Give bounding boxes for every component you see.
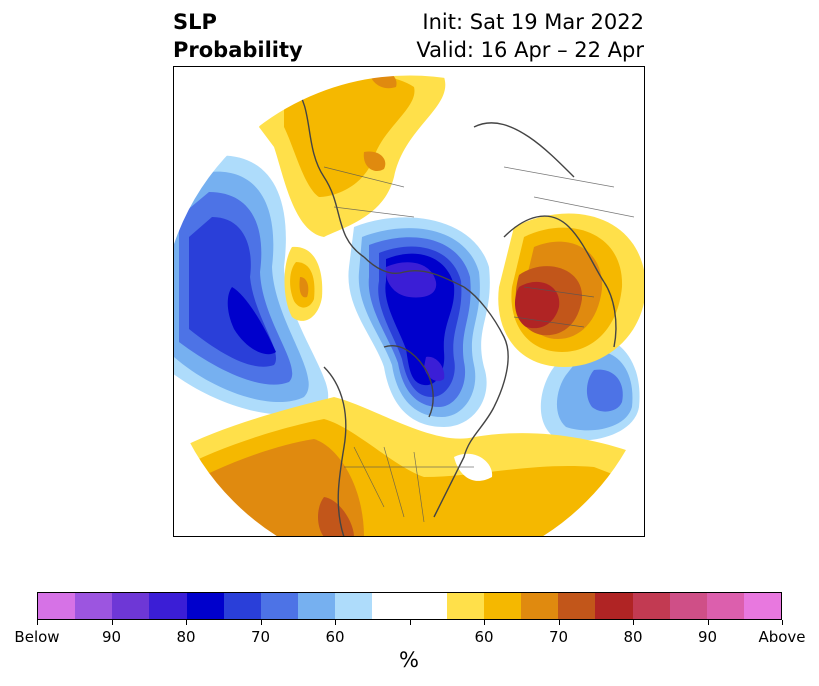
colorbar-segment: [112, 593, 150, 619]
colorbar-segment: [186, 593, 224, 619]
colorbar-tick-label: Below: [14, 628, 60, 646]
colorbar-tick-label: 90: [101, 628, 122, 646]
colorbar-segment: [335, 593, 373, 619]
colorbar-segment: [260, 593, 299, 619]
colorbar-segment: [632, 593, 670, 619]
colorbar-segment: [669, 593, 707, 619]
atlantic-low-region: [540, 335, 640, 441]
title-line-2: Probability: [173, 38, 303, 62]
colorbar-segment: [521, 593, 559, 619]
borders: [323, 166, 635, 523]
colorbar-tick-mark: [558, 620, 560, 625]
colorbar-tick-label: 70: [548, 628, 569, 646]
colorbar-tick-mark: [186, 620, 187, 625]
init-date: Init: Sat 19 Mar 2022: [422, 10, 644, 34]
colorbar-segment: [446, 593, 484, 619]
colorbar-segment: [75, 593, 113, 619]
colorbar-tick-mark: [782, 620, 783, 625]
coastlines: [293, 86, 617, 536]
colorbar-tick-mark: [707, 620, 709, 625]
colorbar-segment: [743, 593, 782, 619]
alaska-high-region: [284, 246, 323, 321]
colorbar-segment: [372, 593, 410, 619]
pacific-low-region: [174, 155, 329, 415]
date-info: Init: Sat 19 Mar 2022 Valid: 16 Apr – 22…: [416, 8, 644, 64]
colorbar-tick-mark: [260, 620, 262, 625]
colorbar-tick-mark: [484, 620, 485, 625]
colorbar-tick-mark: [409, 620, 411, 625]
colorbar-tick-mark: [37, 620, 38, 625]
map-panel: [173, 66, 645, 537]
colorbar-segment: [558, 593, 596, 619]
colorbar-tick-label: 70: [250, 628, 271, 646]
colorbar-tick-label: 60: [325, 628, 345, 646]
probability-map: [174, 74, 644, 536]
arctic-low-region: [348, 217, 490, 427]
eurasia-high-region: [259, 75, 446, 237]
colorbar-segment: [409, 593, 447, 619]
colorbar-segment: [38, 593, 76, 619]
colorbar: [37, 592, 782, 620]
title-line-1: SLP: [173, 10, 217, 34]
colorbar-segment: [298, 593, 336, 619]
colorbar-tick-mark: [111, 620, 113, 625]
colorbar-tick-mark: [335, 620, 336, 625]
colorbar-segment: [706, 593, 744, 619]
colorbar-tick-label: 90: [697, 628, 718, 646]
colorbar-tick-label: Above: [758, 628, 806, 646]
colorbar-tick-label: 80: [176, 628, 196, 646]
colorbar-tick-mark: [633, 620, 634, 625]
colorbar-tick-label: 60: [474, 628, 494, 646]
colorbar-unit-label: %: [399, 648, 419, 672]
colorbar-segment: [223, 593, 261, 619]
valid-range: Valid: 16 Apr – 22 Apr: [416, 38, 644, 62]
colorbar-segment: [595, 593, 633, 619]
colorbar-segment: [483, 593, 522, 619]
map-title: SLP Probability: [173, 8, 303, 64]
colorbar-tick-label: 80: [623, 628, 643, 646]
colorbar-segment: [149, 593, 187, 619]
